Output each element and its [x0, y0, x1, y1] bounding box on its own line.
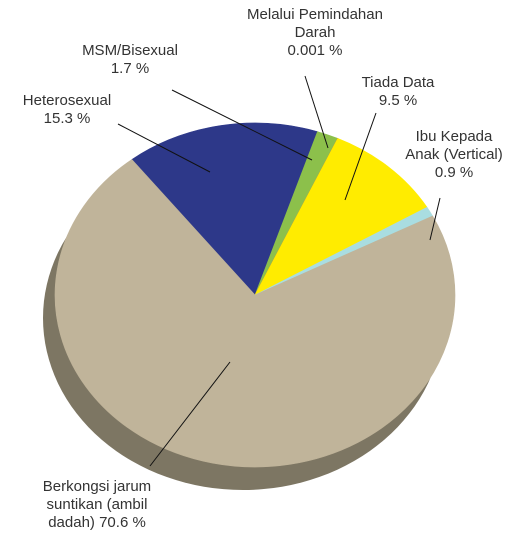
leader-lines	[117, 75, 441, 467]
value-label: 0.001 %	[287, 42, 343, 59]
category-label: Berkongsi jarum suntikan (ambil dadah)	[42, 478, 152, 531]
leader-line	[171, 89, 313, 161]
value-label: 70.6 %	[99, 514, 146, 531]
leader-line	[149, 361, 231, 467]
slice-label: Heterosexual 15.3 %	[12, 92, 122, 128]
category-label: Melalui Pemindahan Darah	[247, 6, 383, 41]
pie-slice	[131, 122, 318, 296]
value-label: 0.9 %	[434, 164, 474, 181]
slice-label: Melalui Pemindahan Darah 0.001 %	[245, 6, 385, 60]
leader-line	[117, 123, 211, 173]
category-label: Heterosexual	[22, 92, 112, 109]
slice-label: Tiada Data 9.5 %	[348, 74, 448, 110]
value-label: 9.5 %	[378, 92, 418, 109]
leader-line	[344, 112, 377, 201]
slice-label: Berkongsi jarum suntikan (ambil dadah) 7…	[32, 478, 162, 532]
slice-label: Ibu Kepada Anak (Vertical) 0.9 %	[398, 128, 510, 182]
value-label: 15.3 %	[43, 110, 91, 127]
category-label: Tiada Data	[361, 74, 435, 91]
value-label: 1.7 %	[110, 60, 150, 77]
pie-slice	[54, 159, 456, 468]
leader-line	[304, 75, 329, 149]
leader-line	[429, 197, 441, 241]
slice-label: MSM/Bisexual 1.7 %	[75, 42, 185, 78]
pie-slice	[254, 138, 428, 296]
category-label: Ibu Kepada Anak (Vertical)	[405, 128, 503, 163]
category-label: MSM/Bisexual	[82, 42, 178, 59]
